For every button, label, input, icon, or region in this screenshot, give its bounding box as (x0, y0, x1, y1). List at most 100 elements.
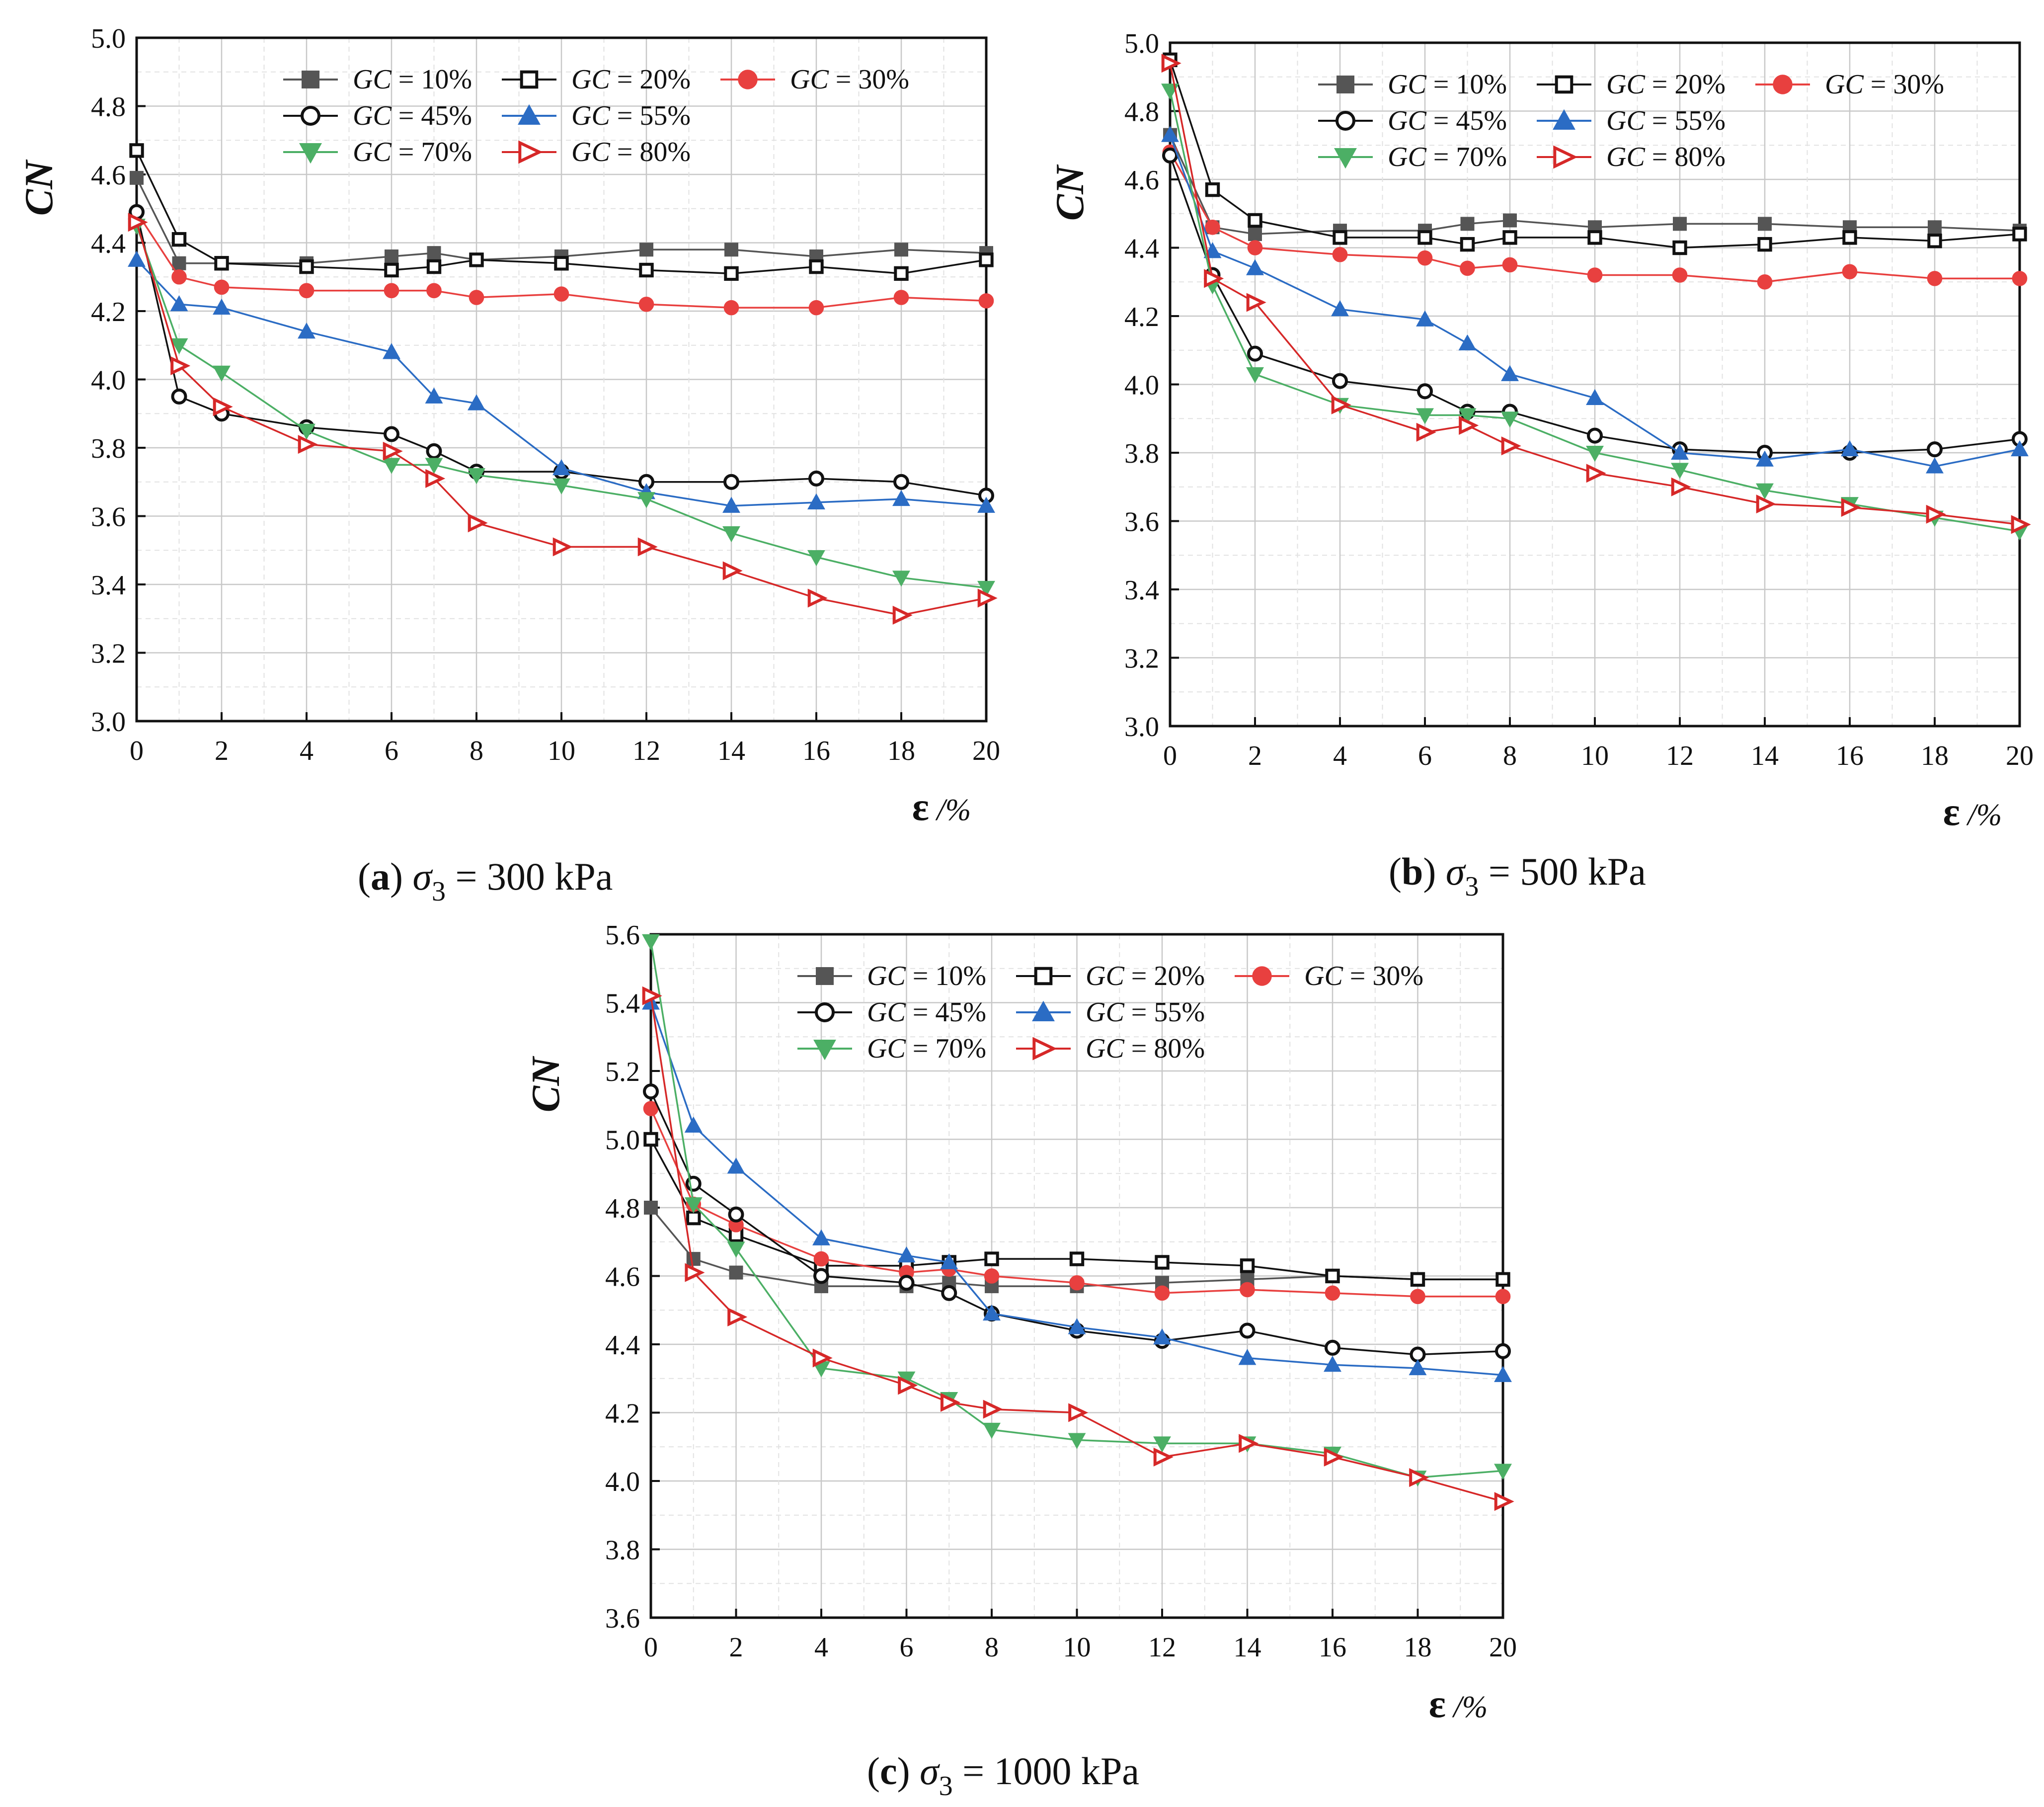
data-point (1926, 457, 1944, 474)
legend-gc-value: = 20% (1124, 961, 1205, 991)
x-tick-label: 20 (1489, 1632, 1517, 1663)
x-tick-label: 16 (802, 736, 830, 766)
series-gc-80 (128, 213, 998, 625)
data-point (384, 426, 399, 442)
data-point (1458, 334, 1477, 350)
data-point (2012, 227, 2027, 242)
panel-caption: (a) σ3 = 300 kPa (358, 855, 613, 907)
data-point (812, 1229, 830, 1245)
x-tick-label: 0 (130, 736, 144, 766)
data-point (685, 1263, 705, 1282)
legend-gc-abbr: GC (867, 961, 906, 991)
data-point (813, 1268, 829, 1284)
data-point (425, 469, 446, 488)
data-point (213, 365, 231, 382)
data-point (1460, 260, 1475, 276)
data-point (1842, 230, 1857, 245)
data-point (977, 496, 995, 513)
y-tick-label: 4.0 (91, 365, 126, 396)
data-point (983, 1399, 1003, 1419)
data-point (170, 356, 191, 376)
data-point (1927, 271, 1943, 286)
y-tick-label: 3.8 (605, 1535, 640, 1566)
data-point (1927, 441, 1943, 458)
data-point (170, 295, 188, 312)
data-point (1673, 217, 1687, 231)
legend-gc-abbr: GC (571, 64, 610, 95)
legend-gc-abbr: GC (1388, 69, 1426, 100)
legend-gc-abbr: GC (353, 137, 392, 167)
x-tick-label: 6 (385, 736, 398, 766)
legend-marker (518, 104, 541, 125)
data-point (1331, 395, 1351, 414)
panel-caption: (c) σ3 = 1000 kPa (867, 1749, 1139, 1802)
legend-item-gc-10: GC = 10% (797, 961, 986, 991)
data-point (684, 1197, 703, 1214)
legend-gc-abbr: GC (571, 137, 610, 167)
y-tick-label: 4.2 (91, 297, 126, 328)
caption-sigma: σ (412, 855, 433, 898)
data-point (214, 256, 229, 271)
data-point (383, 441, 403, 461)
legend-gc-abbr: GC (1086, 997, 1124, 1028)
data-point (1069, 1275, 1085, 1291)
data-point (1416, 408, 1434, 424)
data-point (1069, 1251, 1085, 1266)
x-tick-label: 18 (1404, 1632, 1432, 1663)
legend-item-gc-10: GC = 10% (283, 64, 472, 95)
data-point (727, 1157, 745, 1174)
legend-marker (1252, 966, 1272, 986)
data-point (1928, 220, 1942, 235)
series-gc-20 (1163, 52, 2027, 255)
data-point (552, 478, 570, 494)
legend-marker (518, 140, 543, 164)
caption-subscript: 3 (939, 1771, 953, 1802)
data-point (807, 550, 825, 567)
data-point (426, 259, 442, 274)
x-tick-label: 14 (1751, 740, 1779, 771)
data-point (729, 1265, 743, 1280)
legend-item-gc-80: GC = 80% (1537, 142, 1726, 172)
caption-subscript: 3 (432, 876, 446, 907)
data-point (686, 1210, 701, 1226)
caption-letter: a (371, 855, 390, 898)
data-point (170, 338, 188, 355)
x-tick-label: 18 (1921, 740, 1949, 771)
legend-gc-value: = 10% (1426, 69, 1507, 100)
legend-label: GC = 70% (353, 137, 472, 167)
data-point (1162, 147, 1178, 164)
data-point (1324, 1355, 1341, 1372)
legend-item-gc-30: GC = 30% (1755, 69, 1944, 100)
data-point (1161, 126, 1179, 142)
legend-gc-value: = 70% (392, 137, 472, 167)
data-point (1068, 1403, 1089, 1422)
legend-label: GC = 30% (1304, 961, 1423, 991)
x-tick-label: 10 (548, 736, 575, 766)
data-point (1756, 483, 1774, 499)
legend-item-gc-80: GC = 80% (502, 137, 691, 167)
y-tick-label: 4.8 (1124, 97, 1159, 128)
data-point (1246, 293, 1266, 312)
data-point (1153, 1436, 1171, 1453)
data-point (977, 588, 998, 608)
legend-marker (813, 1040, 836, 1061)
y-tick-label: 4.4 (605, 1330, 640, 1361)
x-tick-label: 12 (1666, 740, 1694, 771)
legend-gc-value: = 70% (906, 1033, 986, 1064)
data-point (384, 283, 399, 299)
legend-marker (1773, 75, 1793, 94)
data-point (978, 293, 994, 309)
legend-marker (1553, 145, 1578, 169)
y-tick-label: 3.4 (1124, 575, 1159, 606)
legend-item-gc-55: GC = 55% (502, 100, 691, 131)
data-point (1501, 411, 1519, 428)
data-point (898, 1275, 915, 1291)
data-point (1586, 446, 1604, 462)
data-point (722, 526, 740, 543)
data-point (1671, 477, 1691, 496)
data-point (1494, 1366, 1512, 1382)
x-tick-label: 0 (644, 1632, 658, 1663)
legend-marker (1336, 76, 1354, 93)
data-point (1205, 219, 1220, 235)
data-point (1842, 264, 1858, 279)
